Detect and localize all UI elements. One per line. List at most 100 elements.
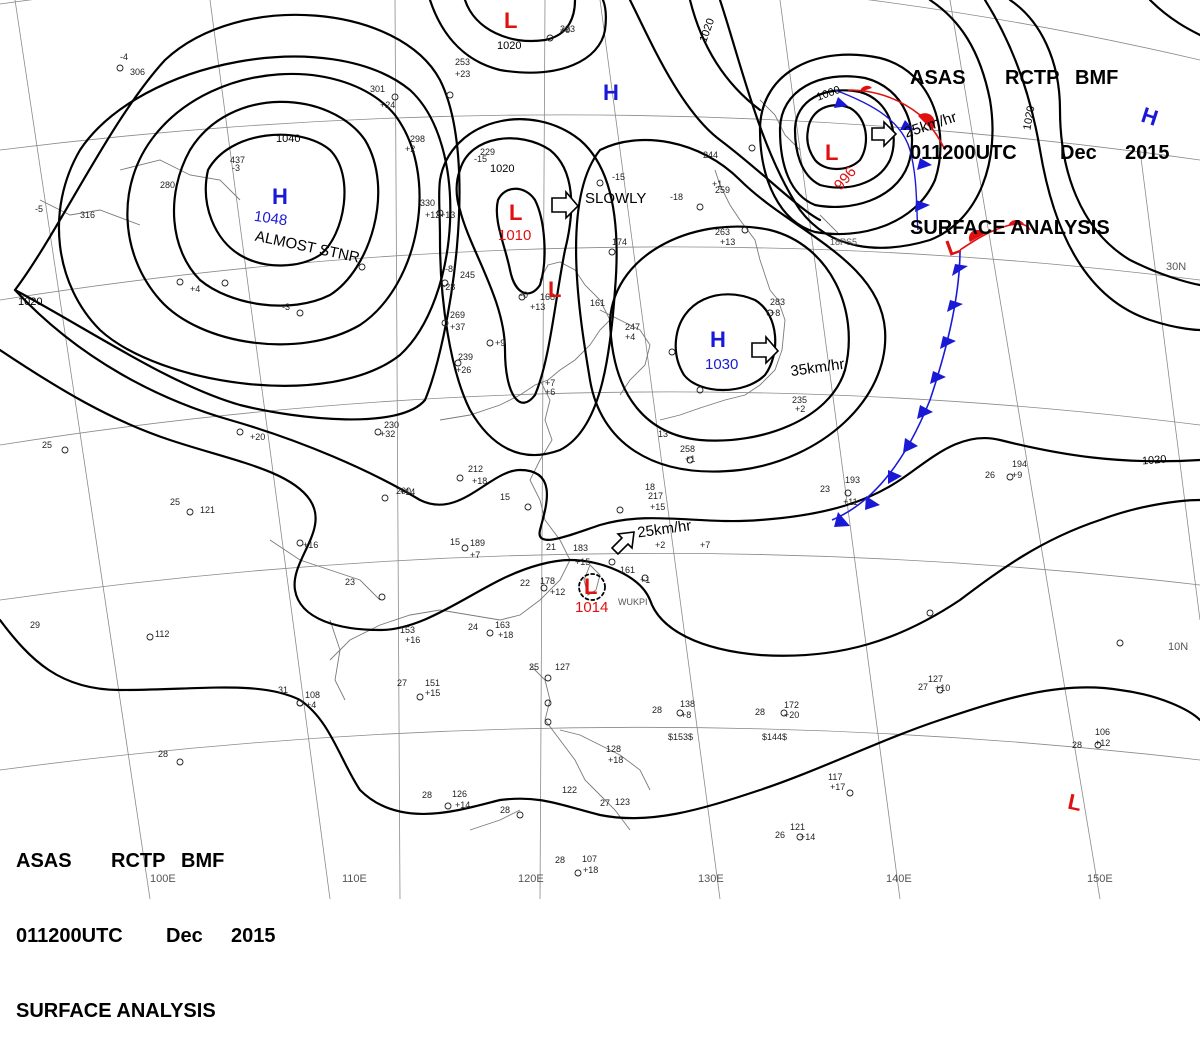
pressure-value-1048: 1048 [253, 208, 288, 229]
high-center-east: H [1138, 102, 1161, 131]
svg-text:+10: +10 [935, 683, 950, 693]
svg-text:28: 28 [1072, 740, 1082, 750]
svg-text:+32: +32 [380, 429, 395, 439]
low-center-north: L [504, 8, 517, 33]
svg-text:24: 24 [468, 622, 478, 632]
svg-text:28: 28 [555, 855, 565, 865]
svg-text:247: 247 [625, 322, 640, 332]
header-top-title: SURFACE ANALYSIS [910, 217, 1110, 239]
svg-text:223: 223 [560, 24, 575, 34]
svg-text:112: 112 [155, 629, 169, 639]
svg-text:+4: +4 [190, 284, 200, 294]
svg-text:+37: +37 [450, 322, 465, 332]
svg-text:28: 28 [755, 707, 765, 717]
svg-text:174: 174 [612, 237, 627, 247]
svg-text:123: 123 [615, 797, 630, 807]
svg-text:+20: +20 [250, 432, 265, 442]
svg-text:+7: +7 [700, 540, 710, 550]
svg-text:263: 263 [715, 227, 730, 237]
header-bottom-office: BMF [181, 850, 225, 872]
motion-label-slowly: SLOWLY [585, 190, 646, 207]
svg-text:-15: -15 [474, 154, 487, 164]
svg-text:+2: +2 [795, 404, 805, 414]
svg-text:+11: +11 [843, 497, 858, 507]
svg-text:+1: +1 [712, 179, 722, 189]
svg-text:+1: +1 [640, 575, 650, 585]
svg-text:+28: +28 [440, 282, 455, 292]
svg-text:+13: +13 [440, 210, 455, 220]
svg-text:269: 269 [450, 310, 465, 320]
header-top-year: 2015 [1125, 142, 1170, 164]
svg-text:280: 280 [160, 180, 175, 190]
low-center-996: L [825, 140, 838, 165]
svg-text:437: 437 [230, 155, 245, 165]
svg-text:178: 178 [540, 576, 555, 586]
svg-text:-3: -3 [282, 302, 290, 312]
svg-text:-0: -0 [520, 290, 528, 300]
svg-text:+24: +24 [380, 100, 395, 110]
isobar-label-1020-w: 1020 [18, 296, 42, 308]
low-center-southeast: L [1066, 789, 1084, 816]
svg-text:21: 21 [546, 542, 556, 552]
svg-text:25: 25 [529, 662, 539, 672]
lon-label-100e: 100E [150, 873, 176, 885]
svg-text:+13: +13 [720, 237, 735, 247]
header-top-station: RCTP [1005, 67, 1060, 89]
svg-text:22: 22 [520, 578, 530, 588]
svg-text:+2: +2 [655, 540, 665, 550]
motion-arrows [551, 120, 898, 556]
svg-text:-5: -5 [35, 204, 43, 214]
lon-label-130e: 130E [698, 873, 724, 885]
header-top-time: 011200UTC [910, 142, 1017, 164]
svg-text:168: 168 [540, 292, 555, 302]
svg-text:+15: +15 [425, 688, 440, 698]
svg-text:27: 27 [397, 678, 407, 688]
svg-text:27: 27 [600, 798, 610, 808]
svg-text:330: 330 [420, 198, 435, 208]
svg-text:29: 29 [30, 620, 40, 630]
svg-text:306: 306 [130, 67, 145, 77]
svg-text:28: 28 [500, 805, 510, 815]
svg-text:121: 121 [790, 822, 805, 832]
low-center-central: L [548, 277, 561, 302]
svg-text:+9: +9 [1012, 470, 1022, 480]
header-bottom-time: 011200UTC [16, 925, 123, 947]
svg-text:+12: +12 [550, 587, 565, 597]
svg-text:138: 138 [680, 699, 695, 709]
svg-text:151: 151 [425, 678, 440, 688]
pressure-value-1010: 1010 [498, 227, 531, 244]
svg-text:172: 172 [784, 700, 799, 710]
lon-label-150e: 150E [1087, 873, 1113, 885]
isobars [0, 0, 1200, 820]
svg-text:230: 230 [384, 420, 399, 430]
svg-text:235: 235 [792, 395, 807, 405]
place-label-wukpi: WUKPI [618, 597, 648, 607]
warm-front [847, 85, 1031, 251]
place-label-18ps5: 18PS5 [830, 237, 857, 247]
svg-text:316: 316 [80, 210, 95, 220]
svg-text:+16: +16 [303, 540, 318, 550]
svg-text:+2: +2 [405, 144, 415, 154]
svg-text:128: 128 [606, 744, 621, 754]
header-bottom-month: Dec [166, 925, 203, 947]
svg-text:121: 121 [200, 505, 215, 515]
svg-text:28: 28 [652, 705, 662, 715]
svg-text:+23: +23 [455, 69, 470, 79]
svg-text:+15: +15 [575, 557, 590, 567]
svg-text:+8: +8 [770, 308, 780, 318]
svg-text:106: 106 [1095, 727, 1110, 737]
svg-text:23: 23 [820, 484, 830, 494]
header-bottom-agency: ASAS [16, 850, 72, 872]
isobar-label-1020-n: 1020 [497, 40, 521, 52]
svg-text:+18: +18 [498, 630, 513, 640]
coastlines [39, 99, 841, 831]
header-bottom-year: 2015 [231, 925, 276, 947]
header-top-month: Dec [1060, 142, 1097, 164]
svg-text:+8: +8 [681, 710, 691, 720]
cold-front [831, 89, 968, 527]
svg-text:301: 301 [370, 84, 385, 94]
pressure-value-1014: 1014 [575, 599, 608, 616]
isobar-label-1040: 1040 [276, 133, 300, 145]
